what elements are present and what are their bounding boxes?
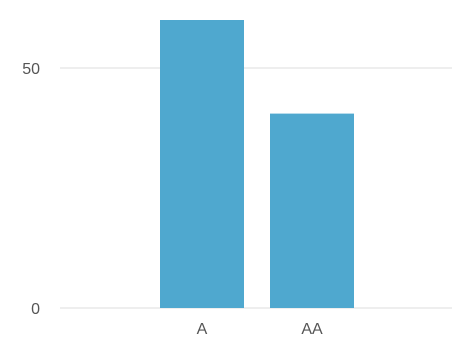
gridlines	[60, 67, 452, 309]
x-axis-ticks: A AA	[197, 321, 323, 338]
bars	[160, 20, 354, 308]
y-axis-ticks: 0 50	[22, 61, 40, 318]
x-tick-label: A	[197, 321, 208, 338]
bar-AA	[270, 113, 354, 308]
bar-A	[160, 20, 244, 308]
y-tick-label: 0	[31, 301, 40, 318]
y-tick-label: 50	[22, 61, 40, 78]
x-tick-label: AA	[301, 321, 323, 338]
